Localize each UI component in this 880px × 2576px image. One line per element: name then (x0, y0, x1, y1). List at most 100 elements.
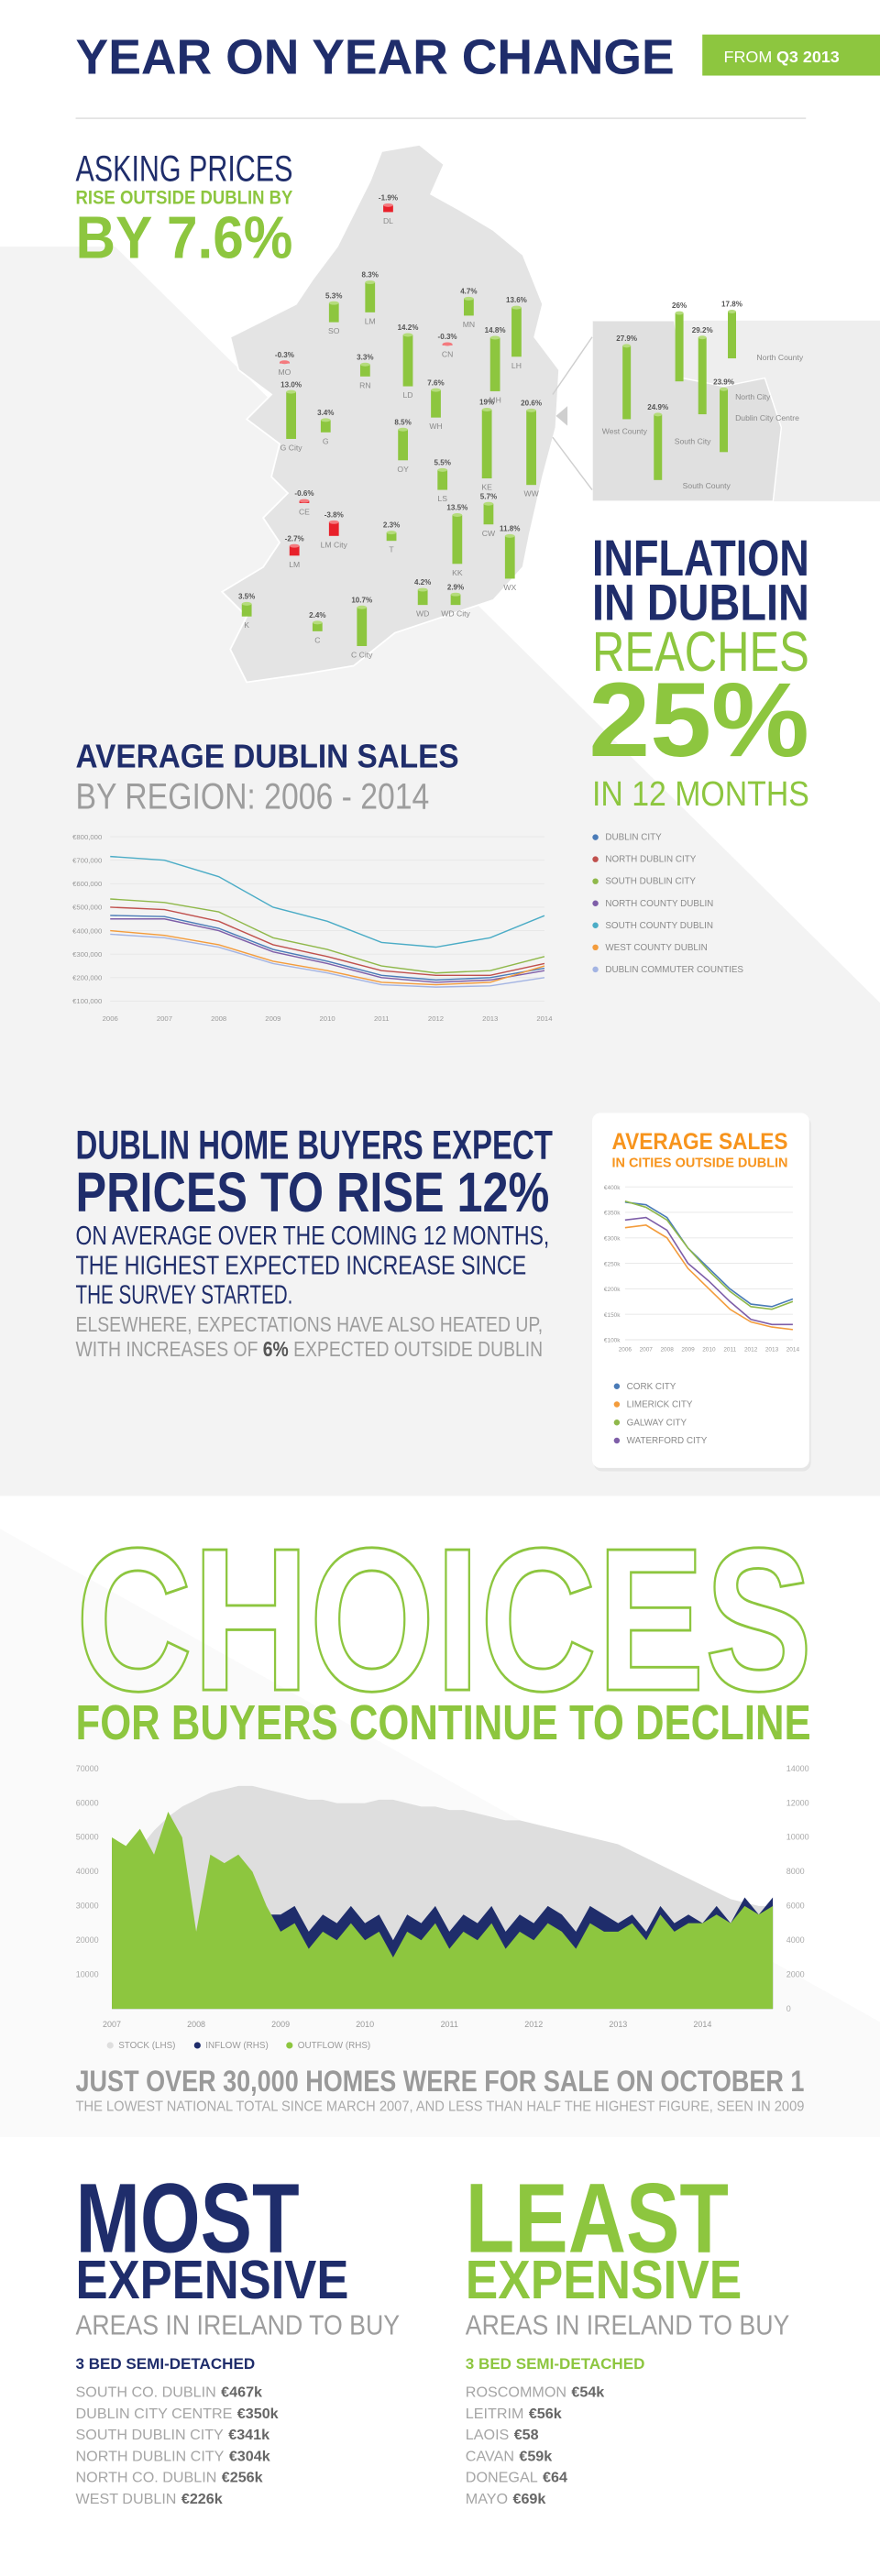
value-label: 2.4% (309, 611, 325, 619)
series-area (112, 1811, 774, 2010)
list-row: DUBLIN CITY CENTRE €350k (76, 2406, 279, 2422)
bar (452, 515, 463, 565)
legend-label: LIMERICK CITY (627, 1400, 693, 1410)
homes-headline: JUST OVER 30,000 HOMES WERE FOR SALE ON … (76, 2065, 805, 2098)
bar-cap (241, 601, 252, 606)
bar-cap (359, 362, 370, 367)
bar-cap (312, 620, 323, 625)
text-part: EXPECTED OUTSIDE DUBLIN (289, 1337, 543, 1361)
region-label: DL (383, 216, 393, 225)
region-label: LD (403, 390, 413, 400)
y2-tick-label: 12000 (786, 1798, 809, 1807)
bar-cap (383, 203, 393, 207)
bar-cap (328, 520, 339, 524)
x-tick-label: 2013 (609, 2020, 627, 2029)
bar-cap (720, 387, 729, 391)
legend-marker (592, 900, 599, 906)
legend-label: SOUTH COUNTY DUBLIN (605, 921, 713, 931)
value-label: 10.7% (351, 596, 372, 604)
list-row: DONEGAL €64 (466, 2470, 567, 2486)
legend-label: STOCK (LHS) (118, 2041, 175, 2051)
choices-title: CHOICES (76, 1507, 813, 1734)
bar-cap (320, 418, 331, 422)
asking-line3: BY 7.6% (76, 205, 293, 271)
bar (417, 589, 428, 606)
x-tick-label: 2007 (640, 1347, 654, 1354)
bar-cap (450, 592, 461, 597)
area-price: €59k (519, 2448, 552, 2464)
series-line (624, 1200, 794, 1310)
bar (720, 389, 729, 453)
legend-marker (592, 856, 599, 862)
region-label: WD City (441, 609, 470, 619)
area-price: €54k (571, 2384, 604, 2400)
region-label: CE (299, 507, 310, 516)
most-title: MOST (76, 2164, 300, 2274)
value-label: 17.8% (721, 301, 742, 309)
list-row: ROSCOMMON €54k (466, 2384, 604, 2400)
region-label: North County (756, 353, 803, 362)
area-name: SOUTH CO. DUBLIN (76, 2384, 216, 2400)
region-label: T (389, 545, 394, 554)
bar-cap (289, 543, 300, 548)
series-line (110, 915, 545, 981)
legend-marker (613, 1420, 621, 1426)
bar (241, 603, 252, 617)
bar-cap (417, 587, 428, 592)
bar-cap (299, 499, 310, 503)
legend-label: OUTFLOW (RHS) (298, 2041, 370, 2051)
series-line (624, 1224, 793, 1331)
buyers-intro: THE SURVEY STARTED. (76, 1281, 293, 1310)
bar (490, 337, 500, 391)
inflation-figure: 25% (588, 662, 808, 779)
y2-tick-label: 2000 (786, 1969, 805, 1979)
card (591, 1113, 809, 1468)
region-label: MN (463, 320, 475, 329)
value-label: -0.3% (438, 333, 457, 341)
bar-cap (490, 335, 500, 340)
value-label: 27.9% (616, 334, 637, 343)
x-tick-label: 2006 (619, 1347, 632, 1354)
bar (450, 594, 461, 606)
bar-cap (365, 280, 376, 285)
value-label: 14.8% (485, 326, 506, 334)
region-label: South County (683, 481, 732, 490)
series-line (624, 1201, 794, 1308)
legend-marker (613, 1437, 621, 1444)
series-line (624, 1216, 793, 1326)
region-label: SO (328, 326, 340, 335)
y-tick-label: €100,000 (72, 997, 102, 1005)
y-tick-label: 50000 (76, 1833, 99, 1842)
y-tick-label: €400k (604, 1185, 621, 1191)
region-label: CW (482, 529, 496, 538)
bar (431, 389, 441, 418)
bar (357, 607, 368, 646)
legend-marker (592, 966, 599, 973)
area-name: LEITRIM (466, 2406, 524, 2422)
text-part: WITH INCREASES OF (76, 1337, 263, 1361)
buyers-line2: PRICES TO RISE 12% (76, 1161, 550, 1223)
bar (320, 420, 331, 433)
area-price: €256k (222, 2470, 263, 2486)
x-tick-label: 2012 (524, 2020, 543, 2029)
x-tick-label: 2007 (103, 2020, 121, 2029)
y-tick-label: €350k (604, 1211, 621, 1217)
ireland-map (220, 143, 561, 684)
legend-marker (592, 944, 599, 951)
region-label: K (244, 620, 249, 630)
region-label: WX (503, 583, 516, 592)
chart-subtitle: BY REGION: 2006 - 2014 (76, 777, 430, 817)
area-price: €56k (529, 2406, 562, 2422)
x-tick-label: 2010 (356, 2020, 374, 2029)
y-tick-label: €400,000 (72, 926, 102, 935)
y2-tick-label: 14000 (786, 1764, 809, 1773)
value-label: 14.2% (398, 323, 419, 332)
bar (383, 204, 393, 213)
y-tick-label: €300,000 (72, 950, 102, 959)
legend-label: WATERFORD CITY (627, 1436, 708, 1446)
area-price: €226k (182, 2491, 223, 2507)
area-name: DONEGAL (466, 2470, 538, 2486)
asking-line1: ASKING PRICES (76, 148, 293, 189)
region-label: WD (416, 609, 429, 619)
